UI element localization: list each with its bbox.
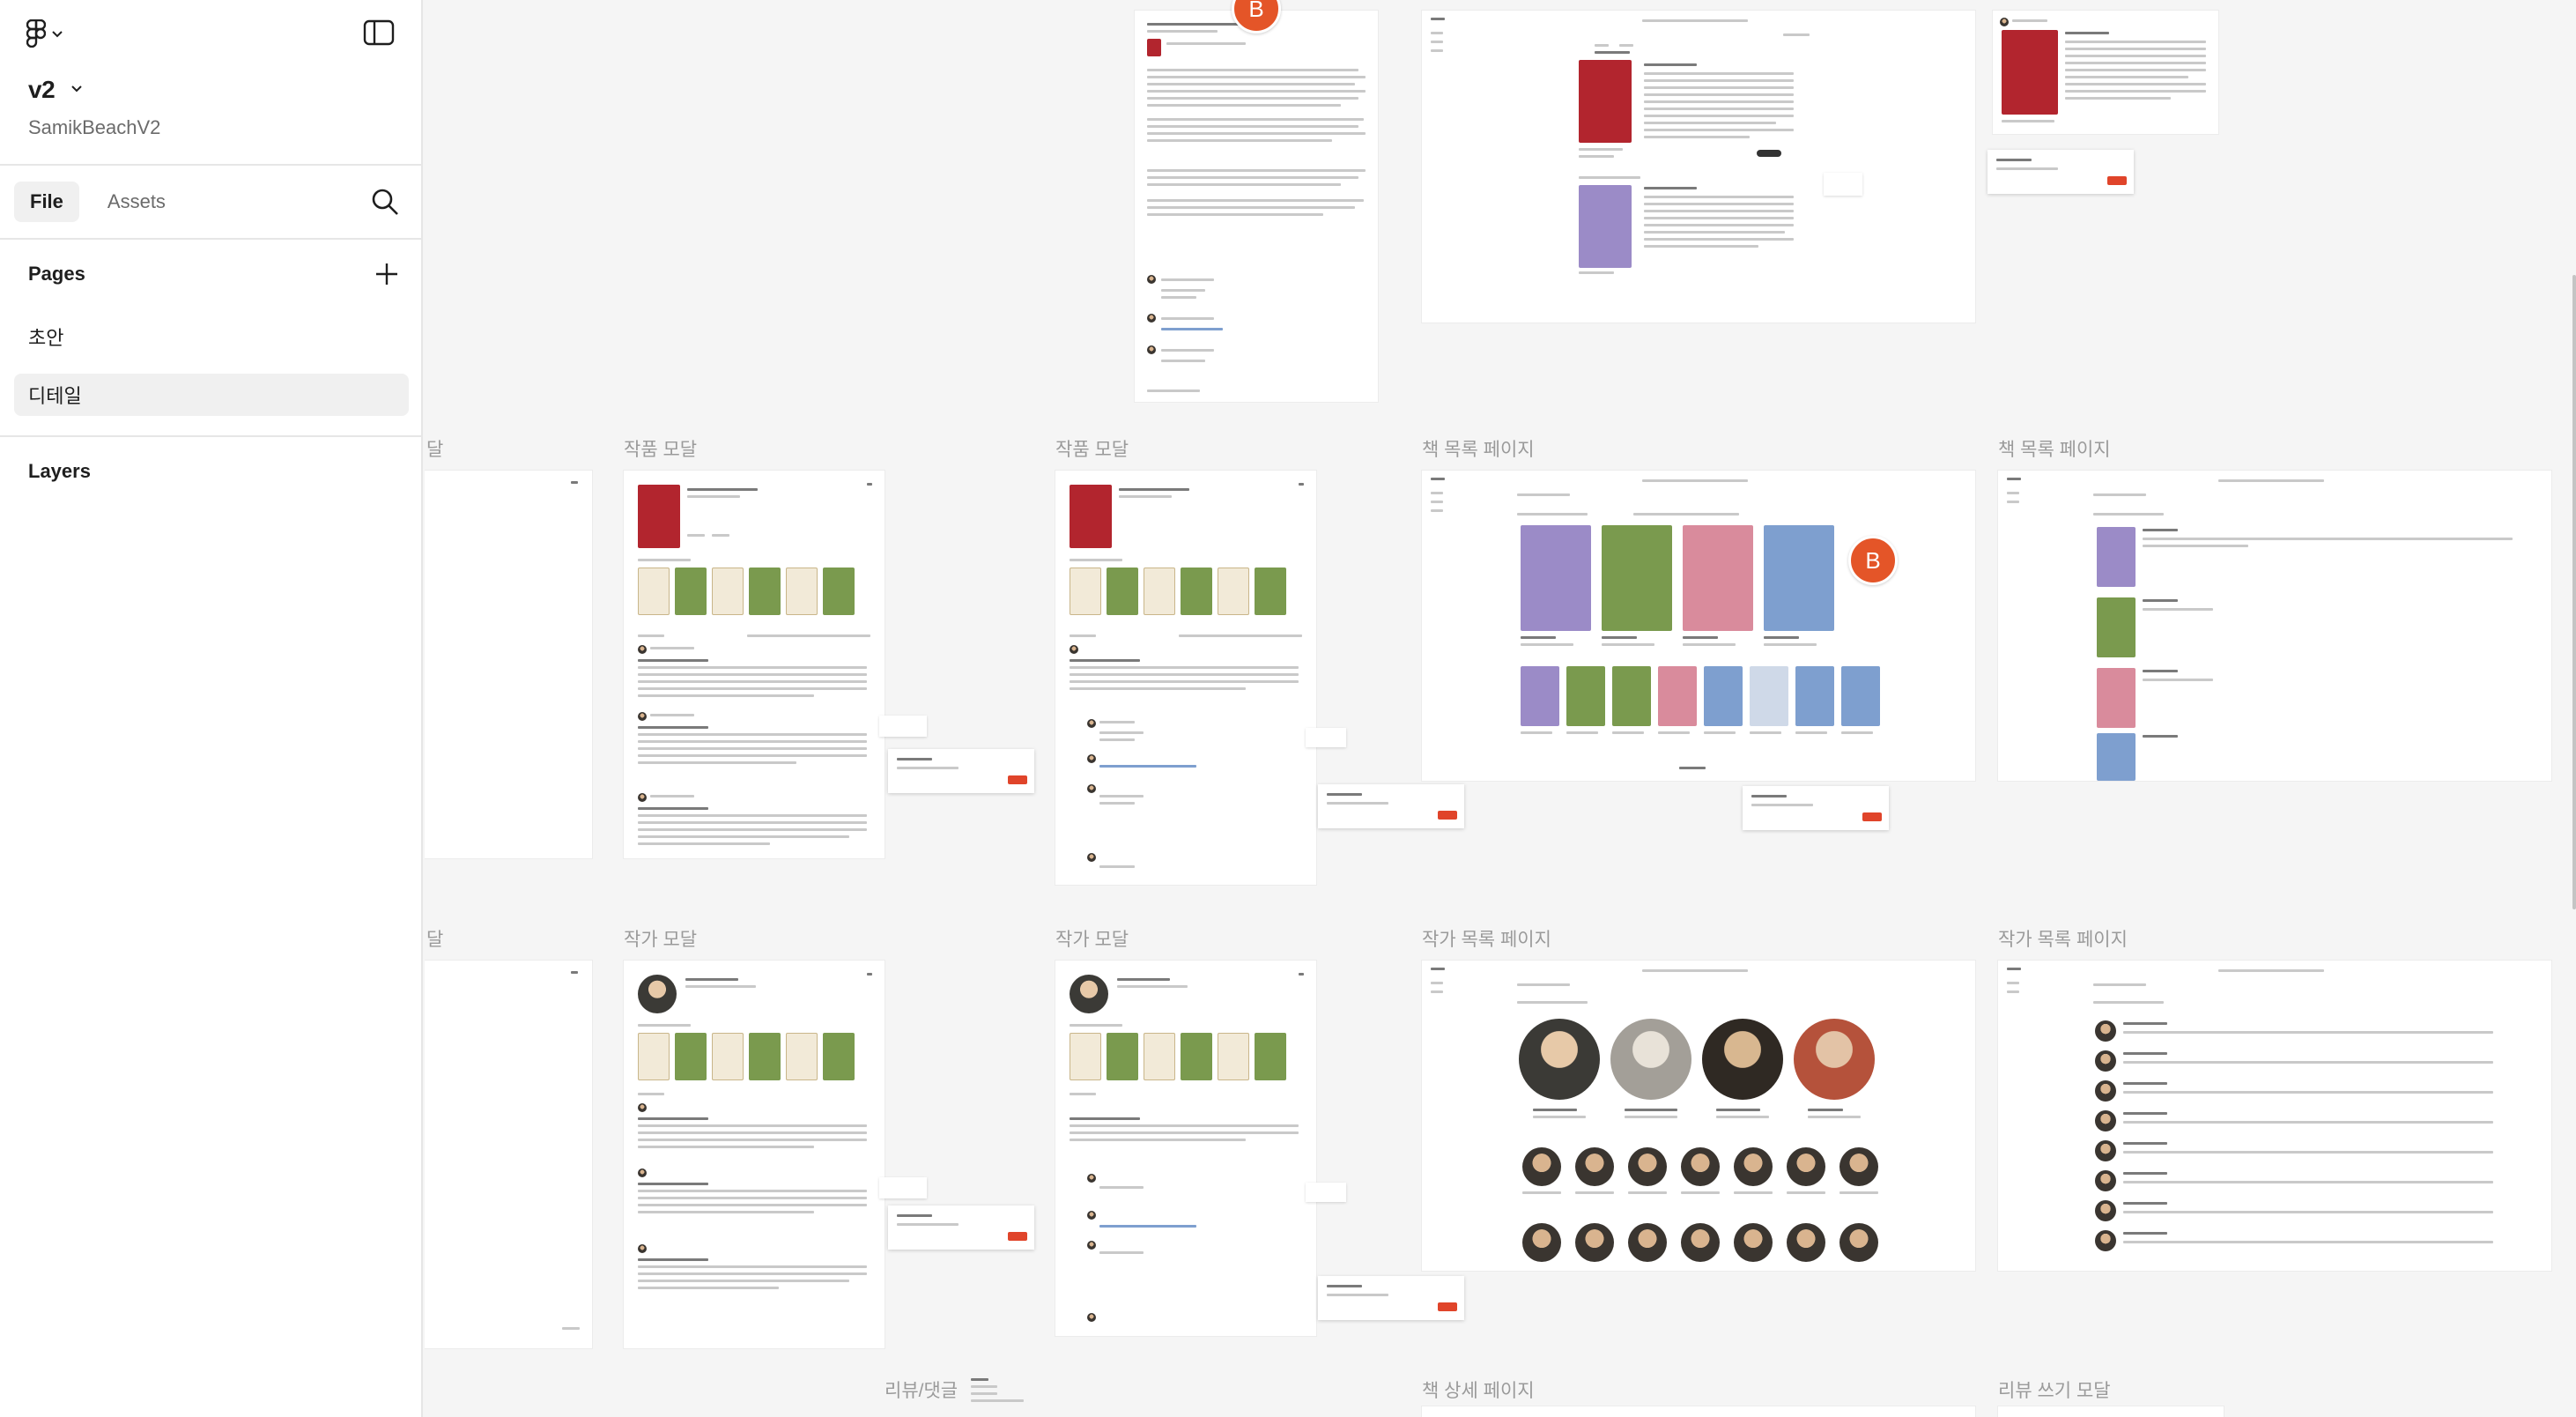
frame-author-list-rows[interactable] (1998, 961, 2551, 1271)
frame-label-review-write: 리뷰 쓰기 모달 (1998, 1381, 2111, 1401)
delete-confirm-popup (888, 1206, 1034, 1250)
frame-label-book-detail: 책 상세 페이지 (1422, 1381, 1535, 1401)
page-item-detail[interactable]: 디테일 (14, 374, 409, 416)
page-item-draft[interactable]: 초안 (28, 327, 64, 349)
plus-icon[interactable] (374, 261, 402, 289)
frame-book-list-grid[interactable] (1422, 471, 1975, 781)
frame-label-author-modal: 작가 모달 (624, 930, 698, 950)
frame-book-detail-bottom[interactable] (1422, 1406, 1975, 1417)
canvas-scrollbar[interactable] (2572, 275, 2576, 909)
frame-review-modal-top[interactable] (1135, 11, 1378, 402)
divider (0, 164, 423, 166)
frame-label-author-list-2: 작가 목록 페이지 (1998, 930, 2128, 950)
collaborator-cursor-badge: B (1848, 536, 1898, 585)
frame-review-write-bottom[interactable] (1998, 1406, 2224, 1417)
frame-author-list-grid[interactable] (1422, 961, 1975, 1271)
search-icon[interactable] (370, 187, 402, 219)
file-title: v2 (28, 76, 56, 103)
file-header: v2 SamikBeachV2 (0, 0, 423, 164)
frame-label-author-list: 작가 목록 페이지 (1422, 930, 1551, 950)
divider (0, 238, 423, 240)
frame-label-partial: 달 (426, 440, 444, 460)
frame-partial-modal[interactable] (425, 471, 592, 858)
frame-review-comment-snippet[interactable] (964, 1375, 1029, 1410)
frame-label-work-modal-2: 작품 모달 (1055, 440, 1129, 460)
collaborator-cursor-badge: B (1232, 0, 1281, 33)
sidebar-toggle-icon[interactable] (363, 19, 398, 51)
frame-book-detail-top[interactable] (1422, 11, 1975, 323)
frame-book-list-rows[interactable] (1998, 471, 2551, 781)
frame-label-work-modal: 작품 모달 (624, 440, 698, 460)
delete-confirm-popup (1318, 784, 1464, 828)
frame-partial-modal-2[interactable] (425, 961, 592, 1348)
chevron-down-icon (51, 27, 63, 43)
frame-author-modal-1[interactable] (624, 961, 885, 1348)
frame-review-write-top[interactable] (1993, 11, 2218, 134)
layers-heading: Layers (28, 460, 91, 482)
divider (0, 435, 423, 437)
sidebar-tabs: File Assets (14, 182, 181, 222)
frame-label-book-list-2: 책 목록 페이지 (1998, 440, 2111, 460)
frame-label-review-comment: 리뷰/댓글 (885, 1381, 959, 1401)
menu-popup (879, 716, 927, 737)
main-menu-button[interactable] (26, 18, 63, 53)
tab-file[interactable]: File (14, 182, 79, 222)
menu-popup (879, 1177, 927, 1198)
frame-work-modal-2[interactable] (1055, 471, 1316, 885)
frame-author-modal-2[interactable] (1055, 961, 1316, 1336)
chevron-down-icon (70, 82, 83, 98)
frame-label-partial-2: 달 (426, 930, 444, 950)
delete-confirm-popup (1743, 786, 1889, 830)
frame-label-author-modal-2: 작가 모달 (1055, 930, 1129, 950)
delete-confirm-popup (1988, 150, 2134, 194)
tab-assets[interactable]: Assets (107, 190, 166, 212)
frame-label-book-list: 책 목록 페이지 (1422, 440, 1535, 460)
design-canvas[interactable]: B (425, 0, 2576, 1417)
file-title-button[interactable]: v2 (28, 76, 83, 104)
pages-heading: Pages (28, 263, 85, 285)
menu-popup (1306, 1183, 1346, 1202)
menu-popup (1306, 728, 1346, 747)
delete-confirm-popup (888, 749, 1034, 793)
frame-work-modal-1[interactable] (624, 471, 885, 858)
delete-confirm-popup (1318, 1276, 1464, 1320)
left-sidebar: v2 SamikBeachV2 File Assets Pages 초안 디테일… (0, 0, 423, 1417)
project-name[interactable]: SamikBeachV2 (28, 116, 161, 138)
figma-logo-icon (26, 19, 47, 52)
